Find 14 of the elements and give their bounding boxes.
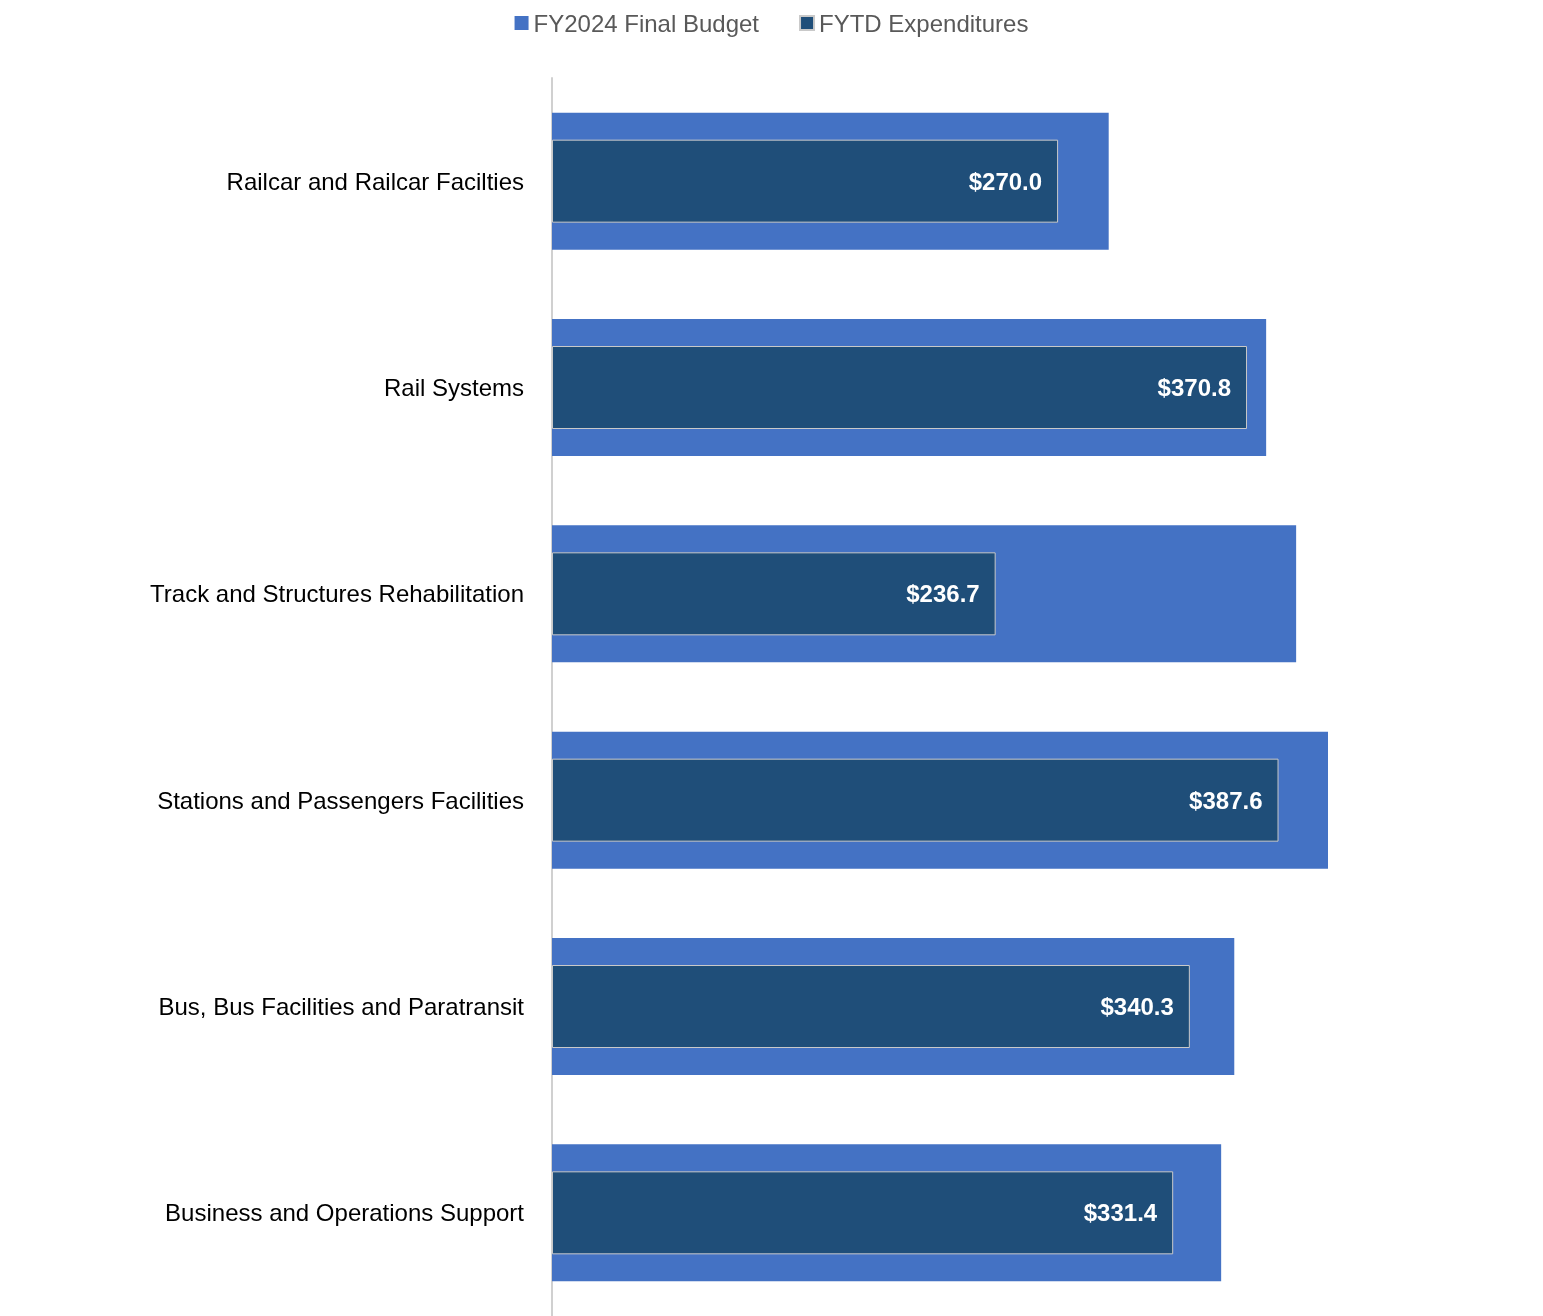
y-tick-label: Bus, Bus Facilities and Paratransit — [158, 993, 525, 1020]
data-label: $331.4 — [1083, 1199, 1158, 1227]
data-label: $370.8 — [1157, 374, 1232, 401]
y-tick-label: Business and Operations Support — [165, 1199, 525, 1227]
y-tick-label: Track and Structures Rehabilitation — [150, 580, 524, 608]
data-label: $340.3 — [1100, 993, 1174, 1020]
data-label: $236.7 — [906, 580, 980, 608]
y-tick-label: Rail Systems — [383, 374, 524, 401]
y-tick-label: Railcar and Railcar Facilties — [226, 167, 524, 195]
legend-label: FY2024 Final Budget — [533, 9, 760, 37]
legend-label: FYTD Expenditures — [819, 9, 1029, 37]
data-label: $387.6 — [1189, 786, 1263, 814]
y-tick-label: Stations and Passengers Facilities — [157, 786, 524, 814]
data-label: $270.0 — [968, 167, 1043, 195]
